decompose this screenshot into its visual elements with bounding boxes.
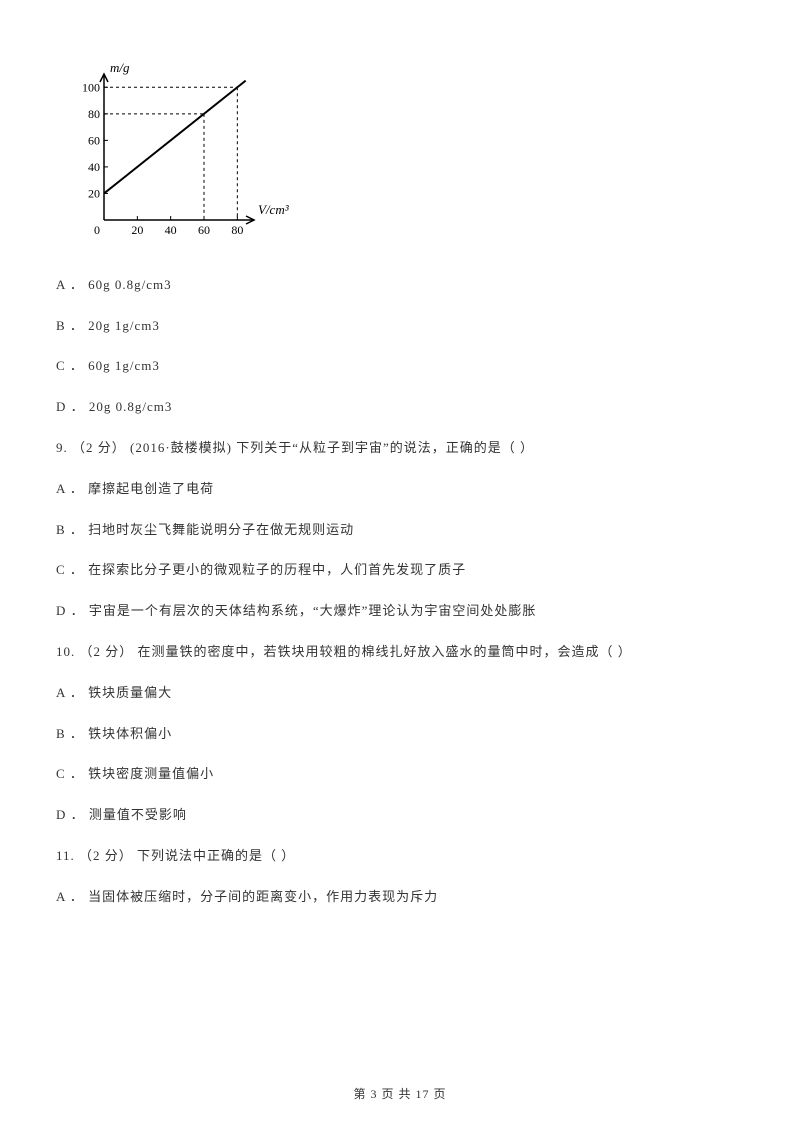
q10-option-a: A ． 铁块质量偏大 (56, 683, 744, 704)
mv-chart: m/g V/cm³ 20 40 60 80 20 40 60 80 100 0 (70, 56, 744, 253)
svg-text:40: 40 (88, 160, 100, 174)
q8-option-c: C ． 60g 1g/cm3 (56, 356, 744, 377)
q8-option-a: A ． 60g 0.8g/cm3 (56, 275, 744, 296)
svg-text:V/cm³: V/cm³ (258, 202, 290, 217)
page-footer: 第 3 页 共 17 页 (0, 1085, 800, 1104)
q9-option-b: B ． 扫地时灰尘飞舞能说明分子在做无规则运动 (56, 520, 744, 541)
svg-text:20: 20 (88, 186, 100, 200)
svg-text:m/g: m/g (110, 60, 130, 75)
q8-option-b: B ． 20g 1g/cm3 (56, 316, 744, 337)
svg-text:20: 20 (131, 223, 143, 237)
q11-stem: 11. （2 分） 下列说法中正确的是（ ） (56, 846, 744, 867)
svg-text:40: 40 (165, 223, 177, 237)
q10-option-c: C ． 铁块密度测量值偏小 (56, 764, 744, 785)
svg-text:60: 60 (88, 133, 100, 147)
q9-stem: 9. （2 分） (2016·鼓楼模拟) 下列关于“从粒子到宇宙”的说法，正确的… (56, 438, 744, 459)
svg-text:60: 60 (198, 223, 210, 237)
q9-option-c: C ． 在探索比分子更小的微观粒子的历程中，人们首先发现了质子 (56, 560, 744, 581)
q9-option-d: D ． 宇宙是一个有层次的天体结构系统，“大爆炸”理论认为宇宙空间处处膨胀 (56, 601, 744, 622)
svg-text:80: 80 (88, 107, 100, 121)
svg-text:0: 0 (94, 223, 100, 237)
q8-option-d: D ． 20g 0.8g/cm3 (56, 397, 744, 418)
q10-stem: 10. （2 分） 在测量铁的密度中，若铁块用较粗的棉线扎好放入盛水的量筒中时，… (56, 642, 744, 663)
q10-option-b: B ． 铁块体积偏小 (56, 724, 744, 745)
q10-option-d: D ． 测量值不受影响 (56, 805, 744, 826)
svg-text:80: 80 (231, 223, 243, 237)
q9-option-a: A ． 摩擦起电创造了电荷 (56, 479, 744, 500)
svg-text:100: 100 (82, 80, 100, 94)
q11-option-a: A ． 当固体被压缩时，分子间的距离变小，作用力表现为斥力 (56, 887, 744, 908)
